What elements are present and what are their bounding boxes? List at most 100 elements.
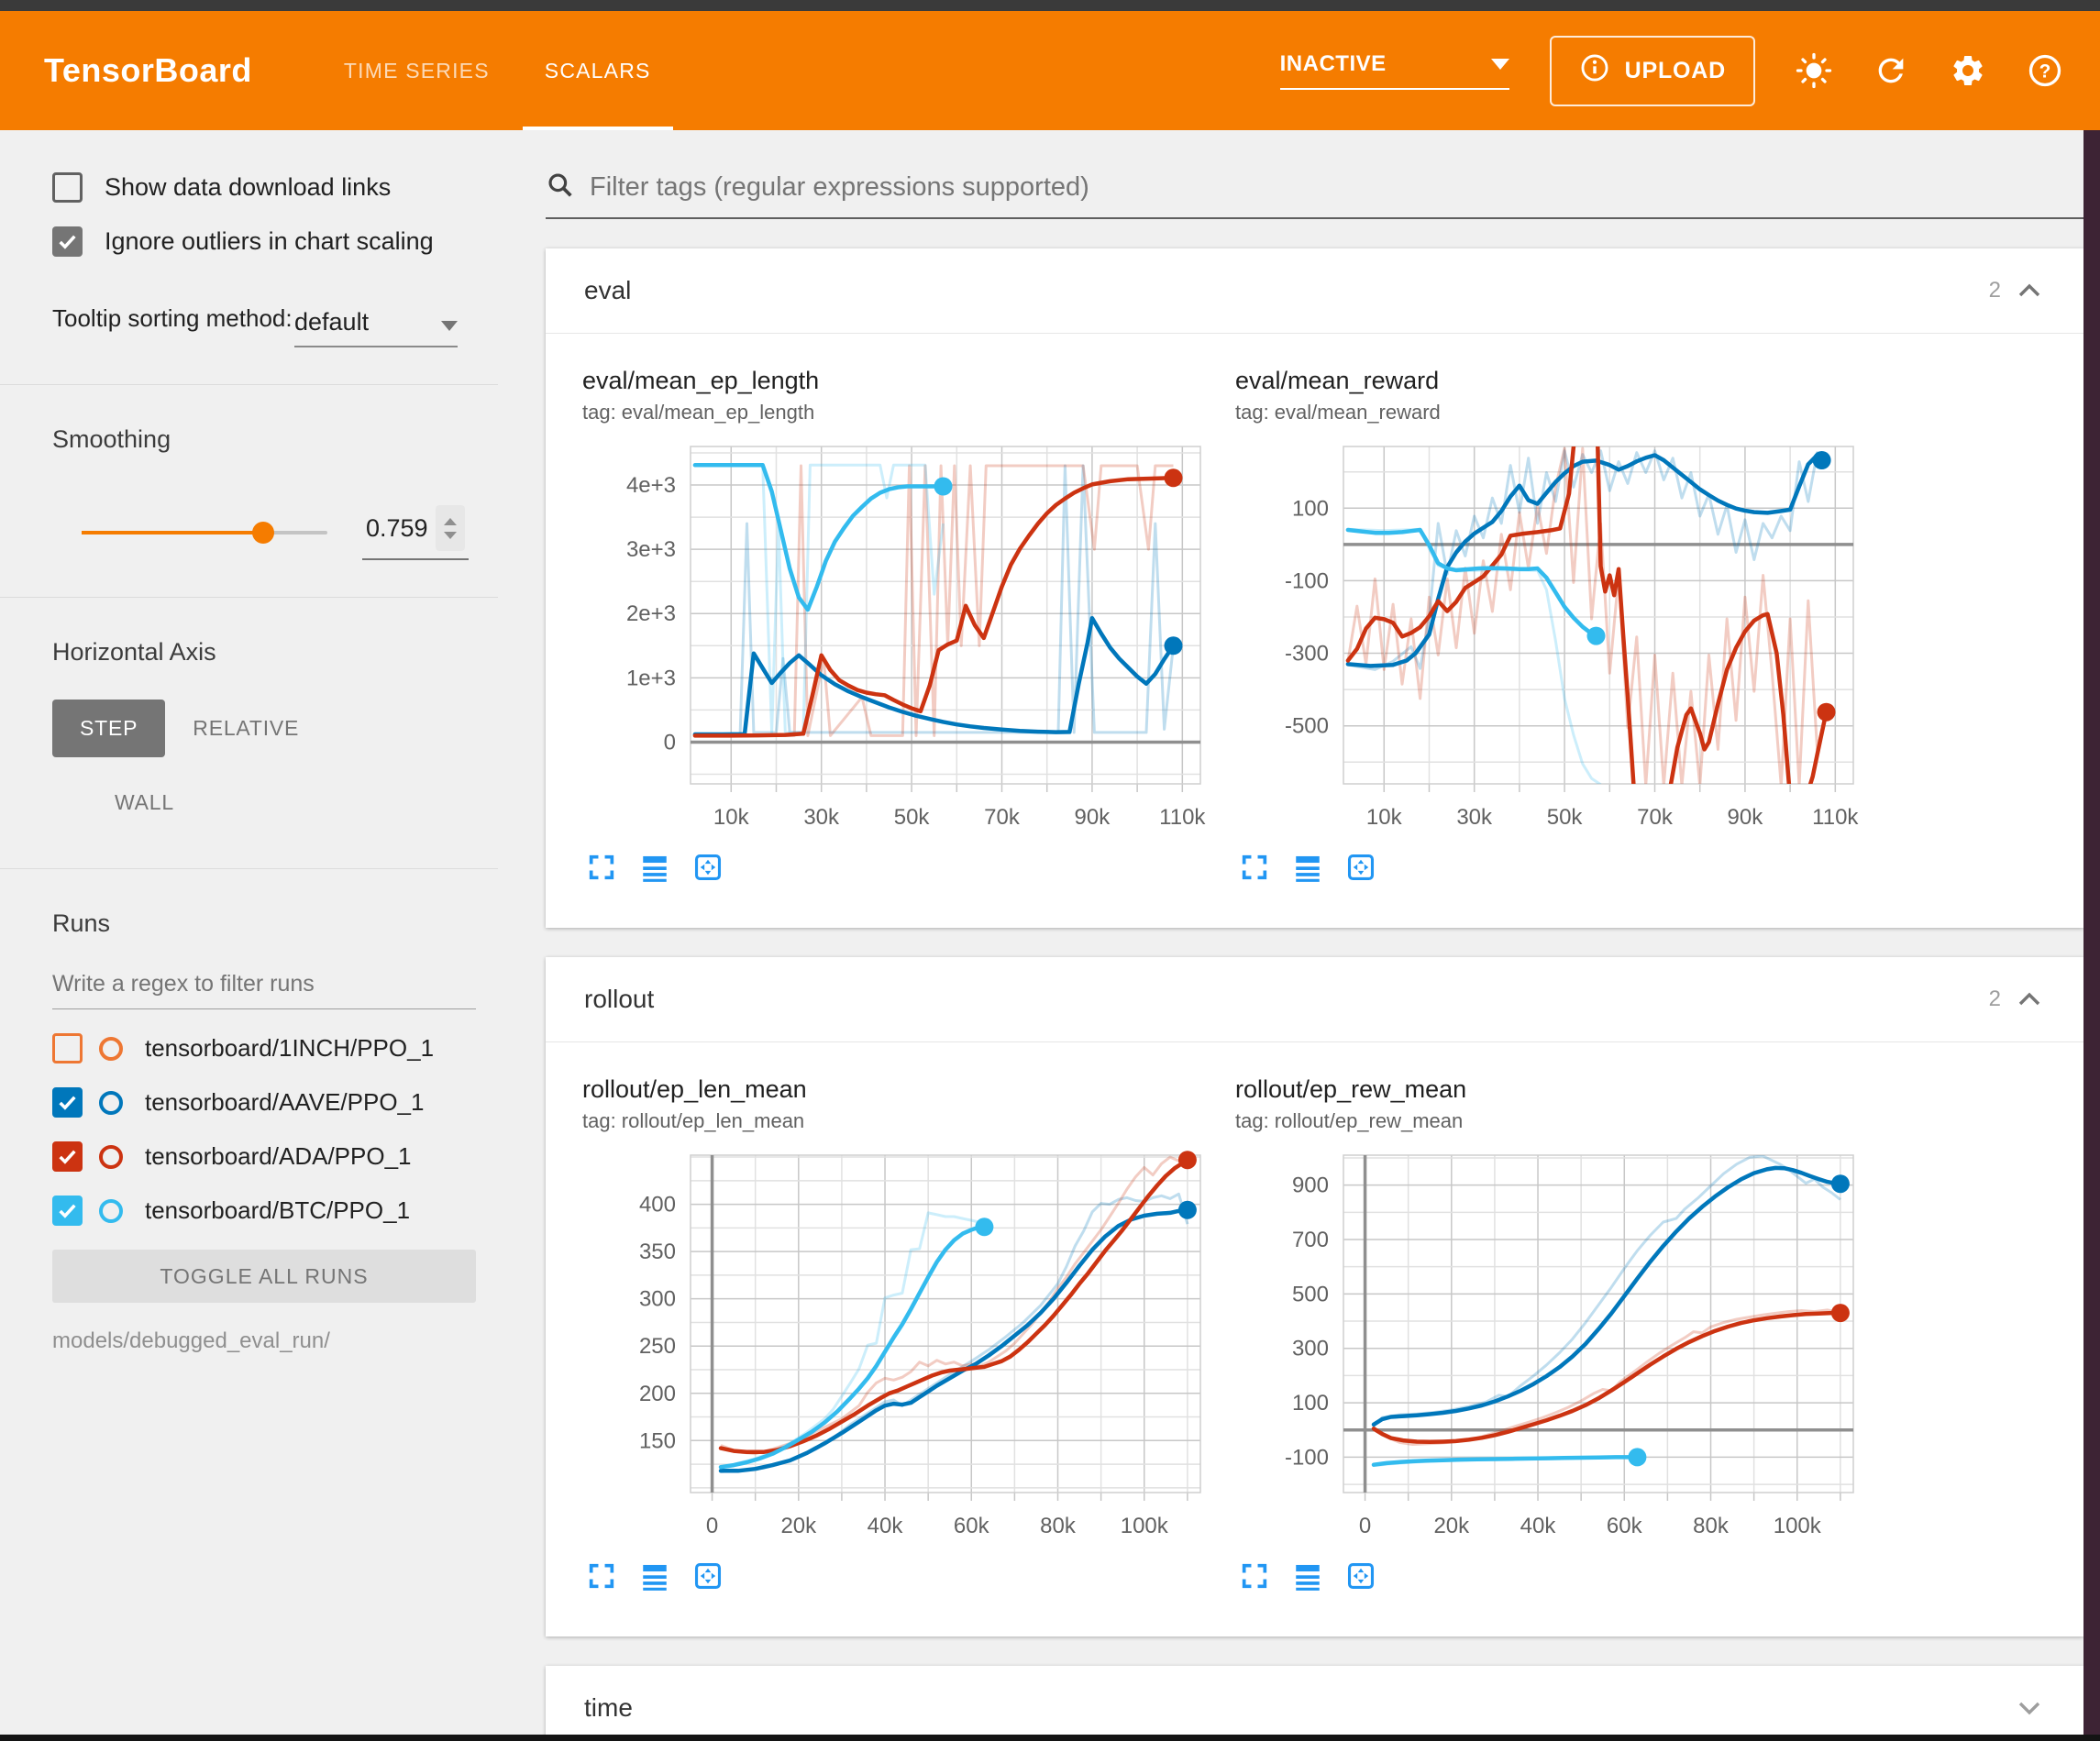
svg-text:90k: 90k [1075, 805, 1111, 830]
line-chart[interactable]: 0 20k 40k 60k 80k 100k 150 200 250 300 350 400 [582, 1140, 1215, 1555]
svg-text:70k: 70k [984, 805, 1021, 830]
svg-text:50k: 50k [894, 805, 931, 830]
settings-sidebar: Show data download links Ignore outliers… [0, 130, 498, 1391]
svg-text:100: 100 [1292, 496, 1329, 521]
run-color-swatch [99, 1090, 123, 1115]
checkbox-label: Show data download links [105, 173, 392, 201]
svg-text:3e+3: 3e+3 [626, 537, 676, 562]
svg-text:2e+3: 2e+3 [626, 601, 676, 626]
run-color-swatch [99, 1144, 123, 1169]
svg-text:80k: 80k [1693, 1514, 1730, 1538]
run-row-aave[interactable]: tensorboard/AAVE/PPO_1 [52, 1087, 498, 1118]
checkbox-label: Ignore outliers in chart scaling [105, 227, 434, 255]
line-chart[interactable]: 10k 30k 50k 70k 90k 110k 100 -100 -300 -500 [1235, 432, 1868, 846]
settings-gear-icon[interactable] [1950, 52, 1986, 89]
checkbox-unchecked[interactable] [52, 172, 83, 203]
fit-domain-icon[interactable] [1345, 852, 1376, 887]
show-download-links-row[interactable]: Show data download links [52, 172, 498, 203]
chevron-up-icon[interactable] [2016, 989, 2043, 1009]
toggle-all-runs-button[interactable]: TOGGLE ALL RUNS [52, 1250, 476, 1303]
svg-text:4e+3: 4e+3 [626, 473, 676, 498]
run-checkbox[interactable] [52, 1196, 83, 1226]
number-spinner[interactable] [435, 505, 465, 551]
smoothing-label: Smoothing [52, 425, 171, 453]
svg-text:40k: 40k [868, 1514, 904, 1538]
svg-text:350: 350 [639, 1240, 676, 1264]
section-eval-header[interactable]: eval 2 [546, 248, 2083, 333]
divider [0, 868, 498, 869]
smoothing-slider[interactable] [82, 522, 327, 544]
chart-eval-mean-ep-length: eval/mean_ep_length tag: eval/mean_ep_le… [582, 367, 1235, 887]
axis-option-step[interactable]: STEP [52, 700, 166, 757]
log-directory-path: models/debugged_eval_run/ [52, 1328, 330, 1353]
expand-chart-icon[interactable] [1239, 852, 1270, 887]
svg-text:900: 900 [1292, 1174, 1329, 1198]
chevron-down-icon [1490, 59, 1509, 70]
slider-thumb[interactable] [252, 522, 275, 544]
chart-title: rollout/ep_rew_mean [1235, 1075, 1467, 1103]
chart-tag: tag: eval/mean_ep_length [582, 401, 815, 424]
status-select[interactable]: INACTIVE [1279, 51, 1509, 90]
svg-text:0: 0 [664, 730, 676, 755]
svg-text:300: 300 [1292, 1337, 1329, 1361]
section-rollout-header[interactable]: rollout 2 [546, 957, 2083, 1041]
run-row-ada[interactable]: tensorboard/ADA/PPO_1 [52, 1141, 498, 1172]
refresh-icon[interactable] [1873, 52, 1909, 89]
svg-text:400: 400 [639, 1193, 676, 1218]
run-checkbox[interactable] [52, 1087, 83, 1118]
ignore-outliers-row[interactable]: Ignore outliers in chart scaling [52, 226, 498, 257]
expand-chart-icon[interactable] [586, 852, 617, 887]
smoothing-value-box[interactable]: 0.759 [362, 505, 469, 560]
brightness-icon[interactable] [1796, 52, 1832, 89]
spinner-up-icon[interactable] [443, 517, 457, 525]
svg-text:-100: -100 [1285, 568, 1329, 593]
svg-text:90k: 90k [1728, 805, 1764, 830]
data-table-icon[interactable] [1292, 852, 1323, 887]
line-chart[interactable]: 10k 30k 50k 70k 90k 110k 0 1e+3 2e+3 3e+3 4e+3 [582, 432, 1215, 846]
runs-filter-input[interactable] [52, 965, 476, 1009]
svg-text:0: 0 [706, 1514, 718, 1538]
tooltip-sorting-row: Tooltip sorting method: default [52, 303, 498, 347]
tooltip-sorting-select[interactable]: default [294, 308, 458, 347]
tab-time-series[interactable]: TIME SERIES [343, 58, 490, 83]
axis-option-wall[interactable]: WALL [115, 790, 174, 814]
upload-button[interactable]: UPLOAD [1549, 35, 1755, 106]
filter-tags-input[interactable] [590, 172, 2083, 203]
svg-text:20k: 20k [780, 1514, 817, 1538]
data-table-icon[interactable] [639, 1560, 670, 1596]
fit-domain-icon[interactable] [692, 1560, 724, 1596]
axis-option-relative[interactable]: RELATIVE [193, 716, 300, 740]
help-icon[interactable]: ? [2027, 52, 2063, 89]
scrollbar-track[interactable] [2083, 130, 2100, 1735]
line-chart[interactable]: 0 20k 40k 60k 80k 100k -100 100 300 500 700 900 [1235, 1140, 1868, 1555]
section-time-header[interactable]: time [546, 1666, 2083, 1741]
expand-chart-icon[interactable] [1239, 1560, 1270, 1596]
run-row-1inch[interactable]: tensorboard/1INCH/PPO_1 [52, 1033, 498, 1063]
run-checkbox[interactable] [52, 1141, 83, 1172]
app-header: TensorBoard TIME SERIES SCALARS INACTIVE… [0, 11, 2100, 130]
svg-text:100k: 100k [1121, 1514, 1169, 1538]
run-row-btc[interactable]: tensorboard/BTC/PPO_1 [52, 1196, 498, 1226]
svg-text:250: 250 [639, 1334, 676, 1359]
run-color-swatch [99, 1036, 123, 1061]
svg-text:100k: 100k [1774, 1514, 1822, 1538]
checkbox-checked[interactable] [52, 226, 83, 257]
browser-bottom-strip [0, 1735, 2100, 1741]
chevron-up-icon[interactable] [2016, 281, 2043, 301]
horizontal-axis-options: STEP RELATIVE WALL [52, 700, 498, 832]
expand-chart-icon[interactable] [586, 1560, 617, 1596]
spinner-down-icon[interactable] [443, 531, 457, 539]
fit-domain-icon[interactable] [1345, 1560, 1376, 1596]
chevron-down-icon[interactable] [2016, 1698, 2043, 1718]
smoothing-control: 0.759 [52, 505, 498, 560]
run-checkbox[interactable] [52, 1033, 83, 1063]
dashboard-main: eval 2 eval/mean_ep_length tag: eval/mea… [498, 130, 2100, 1741]
tab-scalars[interactable]: SCALARS [517, 11, 679, 130]
svg-text:-100: -100 [1285, 1445, 1329, 1470]
data-table-icon[interactable] [1292, 1560, 1323, 1596]
svg-text:60k: 60k [1607, 1514, 1643, 1538]
data-table-icon[interactable] [639, 852, 670, 887]
svg-text:70k: 70k [1637, 805, 1674, 830]
fit-domain-icon[interactable] [692, 852, 724, 887]
browser-top-strip [0, 0, 2100, 11]
